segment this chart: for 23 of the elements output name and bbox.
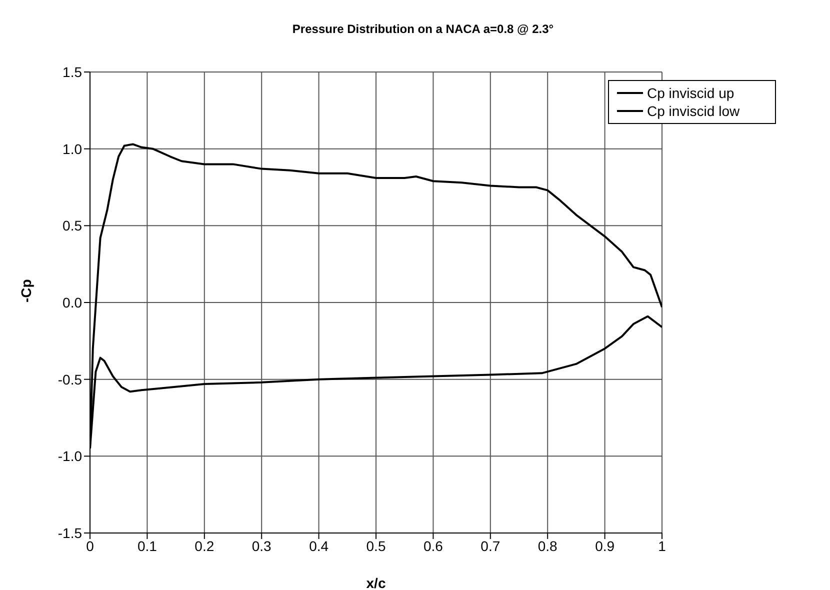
y-tick-label: -1.0 <box>58 448 82 464</box>
y-tick-label: 0.5 <box>62 218 82 234</box>
x-tick-label: 0.6 <box>423 538 444 554</box>
x-tick-label: 0.5 <box>366 538 386 554</box>
y-tick-label: 0.0 <box>62 294 82 310</box>
legend-label: Cp inviscid low <box>647 102 740 120</box>
x-tick-label: 0.4 <box>309 538 329 554</box>
y-axis-title: -Cp <box>18 279 34 302</box>
x-tick-label: 0.7 <box>480 538 500 554</box>
chart-title: Pressure Distribution on a NACA a=0.8 @ 2.3° <box>291 22 555 36</box>
legend-label: Cp inviscid up <box>647 84 734 102</box>
y-tick-label: -1.5 <box>58 524 82 541</box>
x-tick-label: 0.9 <box>595 538 615 554</box>
x-tick-label: 0.8 <box>538 538 558 554</box>
x-tick-label: 1 <box>658 538 666 554</box>
x-axis-title: x/c <box>366 575 386 590</box>
x-tick-label: 0.3 <box>252 538 272 554</box>
y-tick-label: 1.0 <box>62 140 82 157</box>
x-tick-label: 0.1 <box>137 538 158 554</box>
x-tick-label: 0.2 <box>194 538 214 554</box>
y-tick-label: -0.5 <box>58 371 82 388</box>
x-tick-label: 0 <box>86 538 94 554</box>
y-tick-label: 1.5 <box>62 64 82 80</box>
